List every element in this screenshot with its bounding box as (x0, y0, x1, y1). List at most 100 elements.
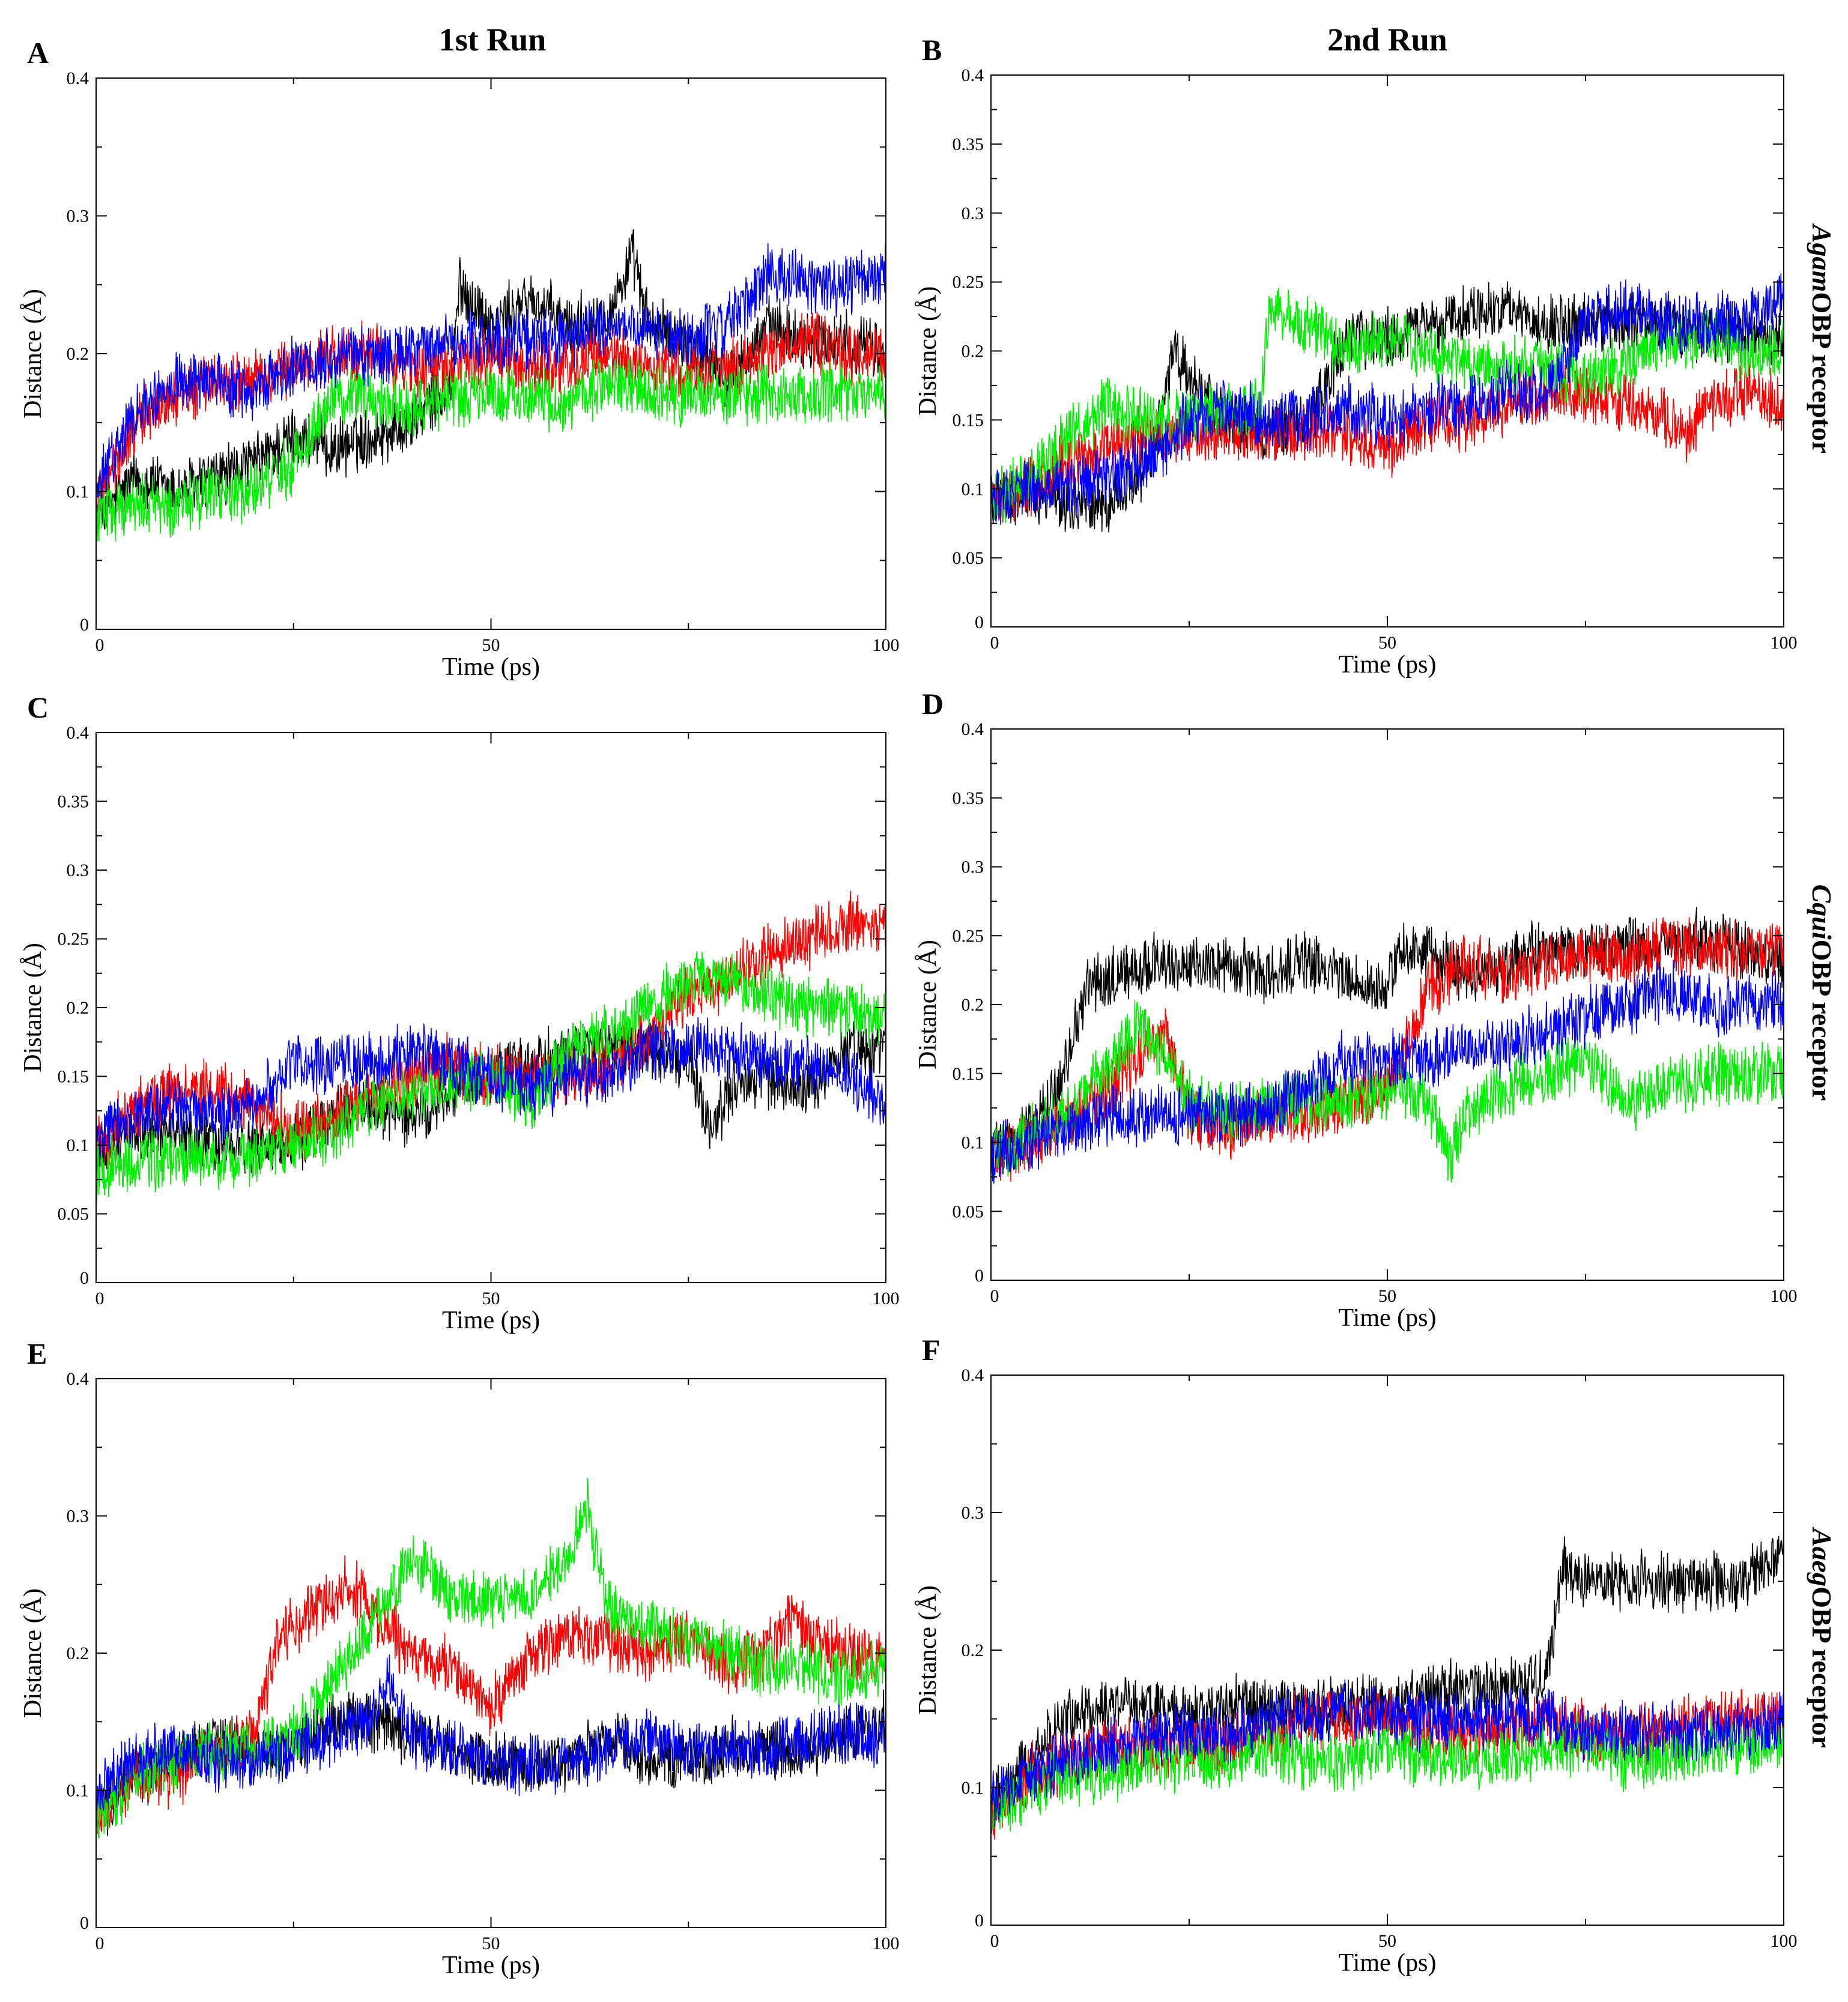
y-axis-title: Distance (Å) (19, 943, 47, 1072)
y-tick-label: 0.25 (953, 273, 984, 292)
y-tick-label: 0.05 (58, 1205, 89, 1224)
chart-panel-c: C 0 50 100 0 0.05 0.1 0.15 0.2 0.25 0.3 0.35 0.4 Time… (19, 691, 900, 1334)
y-tick-label: 0 (80, 615, 89, 635)
y-tick-label: 0.3 (962, 204, 984, 223)
y-tick-label: 0 (975, 612, 984, 632)
data-series-4 (96, 1654, 886, 1815)
column-title-2nd-run: 2nd Run (1327, 22, 1447, 58)
row-label-species: Cqui (1807, 885, 1837, 940)
data-series-4 (96, 1017, 886, 1159)
data-series-3 (991, 1712, 1784, 1832)
y-tick-label: 0.4 (67, 723, 89, 743)
y-tick-label: 0.1 (67, 1781, 89, 1801)
y-tick-label: 0.1 (962, 479, 984, 499)
y-tick-label: 0.3 (67, 860, 89, 880)
x-tick-label: 0 (990, 633, 999, 653)
row-label-3: AaegOBP receptor (1807, 1526, 1837, 1748)
y-tick-label: 0.05 (953, 548, 984, 568)
row-label-rest: OBP receptor (1807, 1586, 1837, 1748)
panel-letter: A (27, 36, 49, 70)
y-tick-label: 0.4 (67, 1369, 89, 1389)
y-tick-label: 0.35 (953, 135, 984, 154)
panel-letter: C (27, 691, 49, 724)
y-tick-label: 0.2 (962, 1641, 984, 1660)
data-series-4 (991, 273, 1784, 525)
data-series-4 (96, 243, 886, 500)
y-tick-label: 0.25 (953, 926, 984, 946)
data-series-4 (991, 960, 1784, 1184)
row-label-species: Agam (1807, 223, 1837, 292)
y-tick-label: 0.35 (58, 792, 89, 812)
y-axis-title: Distance (Å) (19, 1588, 47, 1718)
y-tick-label: 0.1 (67, 1136, 89, 1155)
x-tick-label: 50 (1378, 1286, 1396, 1306)
x-axis-title: Time (ps) (1339, 1949, 1437, 1977)
x-tick-label: 50 (482, 1934, 500, 1953)
panel-letter: D (922, 687, 944, 721)
y-axis-title: Distance (Å) (914, 940, 942, 1069)
x-tick-label: 0 (990, 1286, 999, 1306)
row-label-1: AgamOBP receptor (1807, 223, 1837, 453)
x-tick-label: 100 (873, 1934, 900, 1953)
chart-panel-d: D 0 50 100 0 0.05 0.1 0.15 0.2 0.25 0.3 0.35 0.4 Time… (914, 687, 1798, 1332)
column-title-1st-run: 1st Run (439, 22, 547, 58)
y-tick-label: 0 (80, 1268, 89, 1288)
data-series-2 (991, 917, 1784, 1182)
y-tick-label: 0.2 (67, 998, 89, 1018)
series-group (991, 1530, 1784, 1840)
y-tick-label: 0.15 (58, 1067, 89, 1087)
y-tick-label: 0.4 (962, 1365, 984, 1385)
data-series-3 (96, 1477, 886, 1839)
x-axis-title: Time (ps) (442, 653, 540, 681)
series-group (96, 1477, 886, 1839)
y-tick-label: 0.4 (962, 719, 984, 739)
y-tick-label: 0.05 (953, 1202, 984, 1221)
x-tick-label: 0 (990, 1931, 999, 1951)
plot-frame (990, 728, 1784, 1281)
y-tick-label: 0.4 (67, 68, 89, 88)
series-group (991, 273, 1784, 533)
series-group (96, 229, 886, 552)
data-series-3 (96, 358, 886, 542)
data-series-3 (991, 1000, 1784, 1183)
x-axis-title: Time (ps) (442, 1952, 540, 1979)
y-tick-label: 0.2 (67, 344, 89, 364)
y-tick-label: 0.2 (962, 995, 984, 1015)
y-tick-label: 0.35 (953, 788, 984, 808)
y-axis-title: Distance (Å) (914, 286, 942, 416)
x-tick-label: 100 (1771, 1931, 1798, 1951)
x-tick-label: 50 (482, 1289, 500, 1308)
data-series-4 (991, 1679, 1784, 1827)
chart-panel-e: E 0 50 100 0 0.1 0.2 0.3 0.4 Time (ps) Distance (Å… (19, 1337, 900, 1979)
y-tick-label: 0 (80, 1913, 89, 1933)
y-tick-label: 0.15 (953, 1064, 984, 1084)
x-tick-label: 50 (482, 635, 500, 655)
x-axis-title: Time (ps) (1339, 1304, 1437, 1332)
plot-frame (95, 1378, 886, 1928)
x-tick-label: 0 (95, 1289, 105, 1308)
panel-letter: E (27, 1337, 47, 1370)
series-group (96, 890, 886, 1203)
row-label-rest: OBP receptor (1807, 940, 1837, 1101)
panel-letter: F (922, 1333, 941, 1367)
y-tick-label: 0.25 (58, 930, 89, 949)
y-tick-label: 0 (975, 1911, 984, 1931)
x-tick-label: 50 (1378, 1931, 1396, 1951)
row-label-rest: OBP receptor (1807, 292, 1837, 453)
x-tick-label: 0 (95, 1934, 105, 1953)
y-axis-title: Distance (Å) (19, 289, 47, 419)
series-group (991, 907, 1784, 1184)
row-label-species: Aaeg (1807, 1526, 1837, 1586)
chart-panel-b: B 0 50 100 0 0.05 0.1 0.15 0.2 0.25 0.3 0.35 0.4 Time… (914, 33, 1798, 679)
data-series-1 (991, 907, 1784, 1169)
plot-frame (95, 732, 886, 1283)
y-tick-label: 0.3 (962, 1503, 984, 1523)
y-tick-label: 0.15 (953, 410, 984, 430)
data-series-1 (96, 229, 886, 552)
chart-panel-a: A 0 50 100 0 0.1 0.2 0.3 0.4 Time (ps) Distance (Å… (19, 36, 900, 681)
y-tick-label: 0 (975, 1266, 984, 1286)
panel-letter: B (922, 33, 942, 67)
x-tick-label: 100 (873, 1289, 900, 1308)
